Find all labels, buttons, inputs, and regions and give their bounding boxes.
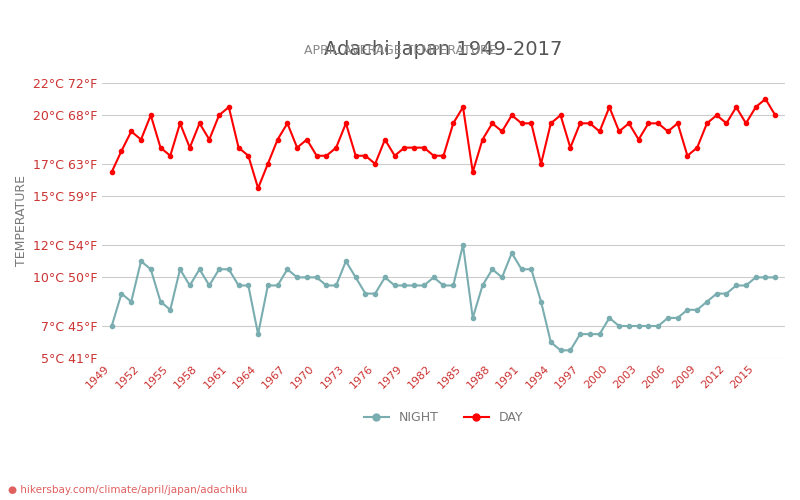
- DAY: [254, 185, 263, 191]
- DAY: [498, 128, 507, 134]
- DAY: [624, 120, 634, 126]
- NIGHT: [634, 323, 643, 329]
- NIGHT: [458, 242, 468, 248]
- NIGHT: [761, 274, 770, 280]
- NIGHT: [234, 282, 243, 288]
- Line: NIGHT: NIGHT: [110, 243, 778, 352]
- DAY: [214, 112, 224, 118]
- NIGHT: [214, 266, 224, 272]
- NIGHT: [498, 274, 507, 280]
- NIGHT: [156, 298, 166, 304]
- DAY: [770, 112, 780, 118]
- Text: ● hikersbay.com/climate/april/japan/adachiku: ● hikersbay.com/climate/april/japan/adac…: [8, 485, 247, 495]
- Text: APRIL AVERAGE TEMPERATURE: APRIL AVERAGE TEMPERATURE: [304, 44, 496, 57]
- DAY: [234, 144, 243, 150]
- DAY: [156, 144, 166, 150]
- Legend: NIGHT, DAY: NIGHT, DAY: [358, 406, 528, 430]
- Title: Adachi Japan 1949-2017: Adachi Japan 1949-2017: [324, 40, 562, 59]
- NIGHT: [556, 348, 566, 354]
- NIGHT: [107, 323, 117, 329]
- DAY: [107, 169, 117, 175]
- Y-axis label: TEMPERATURE: TEMPERATURE: [15, 175, 28, 266]
- Line: DAY: DAY: [110, 97, 778, 190]
- NIGHT: [770, 274, 780, 280]
- DAY: [751, 104, 761, 110]
- DAY: [761, 96, 770, 102]
